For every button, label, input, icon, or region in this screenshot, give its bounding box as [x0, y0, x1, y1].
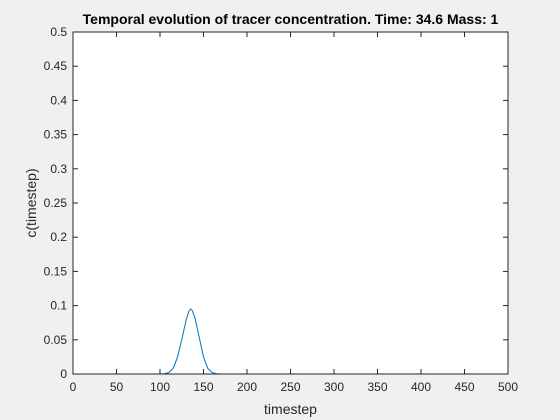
y-tick-label: 0.25 — [44, 196, 68, 210]
y-tick-label: 0.15 — [44, 264, 68, 278]
x-tick-label: 250 — [280, 380, 300, 394]
x-tick-label: 50 — [110, 380, 124, 394]
x-tick-label: 450 — [454, 380, 474, 394]
plot-area[interactable] — [73, 32, 508, 374]
chart-title: Temporal evolution of tracer concentrati… — [83, 11, 499, 27]
y-tick-label: 0.05 — [44, 333, 68, 347]
x-tick-label: 0 — [70, 380, 77, 394]
y-tick-label: 0 — [60, 367, 67, 381]
y-tick-label: 0.3 — [50, 162, 67, 176]
x-tick-label: 350 — [367, 380, 387, 394]
x-tick-label: 200 — [237, 380, 257, 394]
y-tick-label: 0.45 — [44, 59, 68, 73]
y-tick-label: 0.4 — [50, 93, 67, 107]
x-tick-label: 500 — [498, 380, 518, 394]
x-tick-label: 400 — [411, 380, 431, 394]
y-tick-label: 0.2 — [50, 230, 67, 244]
x-axis-label: timestep — [264, 401, 317, 417]
x-tick-label: 100 — [150, 380, 170, 394]
axes-box — [72, 31, 509, 375]
y-tick-label: 0.35 — [44, 128, 68, 142]
x-tick-label: 150 — [193, 380, 213, 394]
y-axis-label: c(timestep) — [23, 168, 39, 237]
y-tick-label: 0.1 — [50, 299, 67, 313]
tick-labels: 0 50 100 150 200 250 300 350 400 450 500 0 0.05 0.1 0.… — [44, 25, 519, 394]
x-tick-label: 300 — [324, 380, 344, 394]
y-tick-label: 0.5 — [50, 25, 67, 39]
